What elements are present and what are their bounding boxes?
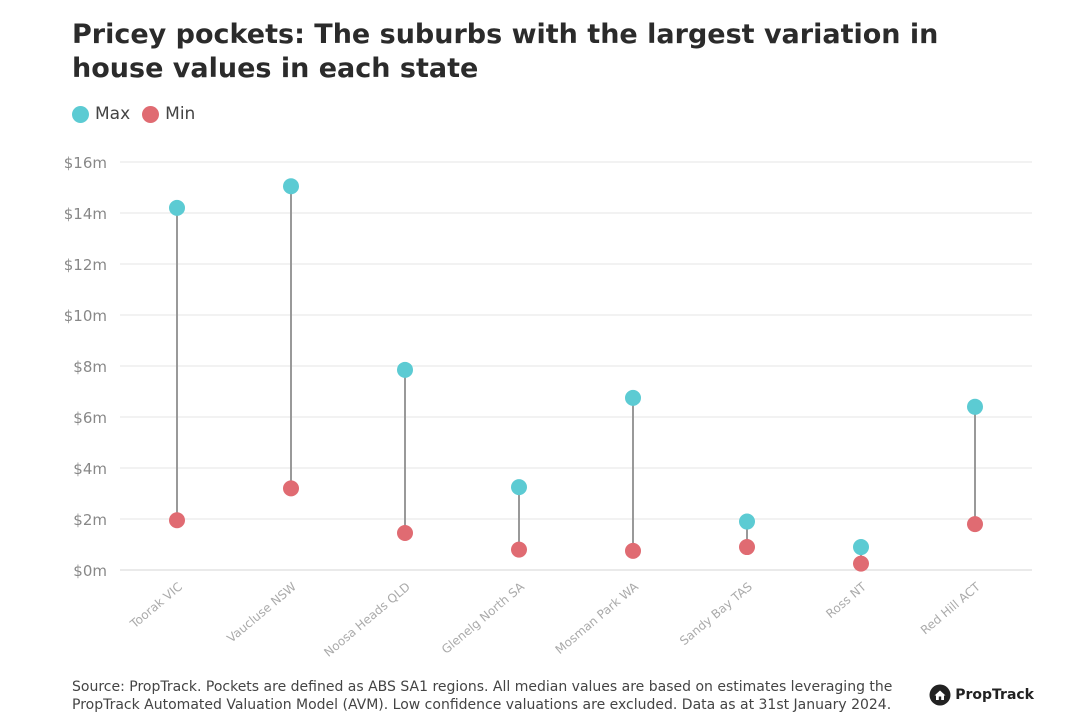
brand-name: PropTrack bbox=[955, 687, 1034, 703]
legend-label-max: Max bbox=[95, 104, 131, 124]
min-point bbox=[283, 480, 299, 497]
house-logo-icon bbox=[929, 684, 951, 706]
x-tick-label: Glenelg North SA bbox=[439, 579, 528, 657]
min-point bbox=[853, 555, 869, 572]
legend-swatch-min bbox=[142, 105, 160, 123]
y-tick-label: $14m bbox=[64, 205, 107, 223]
y-tick-label: $0m bbox=[73, 562, 107, 580]
x-tick-label: Sandy Bay TAS bbox=[677, 580, 755, 648]
chart-title: Pricey pockets: The suburbs with the lar… bbox=[72, 19, 939, 84]
x-tick-label: Noosa Heads QLD bbox=[321, 580, 413, 660]
max-point bbox=[397, 361, 413, 378]
x-tick-label: Ross NT bbox=[823, 579, 869, 621]
y-tick-label: $10m bbox=[64, 307, 107, 325]
y-tick-label: $12m bbox=[64, 256, 107, 274]
min-point bbox=[511, 541, 527, 558]
legend-label-min: Min bbox=[165, 104, 196, 124]
min-point bbox=[739, 539, 755, 556]
y-tick-label: $8m bbox=[73, 358, 107, 376]
x-tick-label: Toorak VIC bbox=[127, 580, 185, 632]
y-tick-label: $4m bbox=[73, 460, 107, 478]
legend-item-max: Max bbox=[72, 104, 130, 124]
dumbbell-chart: $0m $2m $4m $6m $8m $10m $12m $14m $16m Toorak VI… bbox=[64, 154, 1032, 660]
legend-item-min: Min bbox=[142, 104, 195, 124]
max-point bbox=[967, 398, 983, 415]
x-tick-label: Mosman Park WA bbox=[553, 579, 642, 657]
source-note: Source: PropTrack. Pockets are defined a… bbox=[72, 679, 893, 713]
max-point bbox=[853, 539, 869, 556]
max-point bbox=[169, 199, 185, 216]
min-point bbox=[967, 516, 983, 533]
x-tick-label: Red Hill ACT bbox=[918, 579, 984, 637]
legend: Max Min bbox=[72, 104, 195, 124]
brand-logo: PropTrack bbox=[929, 684, 1034, 706]
y-tick-label: $16m bbox=[64, 154, 107, 172]
legend-swatch-max bbox=[72, 105, 89, 123]
max-point bbox=[283, 178, 299, 195]
y-tick-label: $6m bbox=[73, 409, 107, 427]
y-tick-label: $2m bbox=[73, 511, 107, 529]
max-point bbox=[511, 479, 527, 496]
min-point bbox=[397, 525, 413, 542]
max-point bbox=[625, 389, 641, 406]
min-point bbox=[625, 542, 641, 559]
x-tick-label: Vaucluse NSW bbox=[224, 579, 299, 645]
max-point bbox=[739, 513, 755, 530]
min-point bbox=[169, 512, 185, 529]
